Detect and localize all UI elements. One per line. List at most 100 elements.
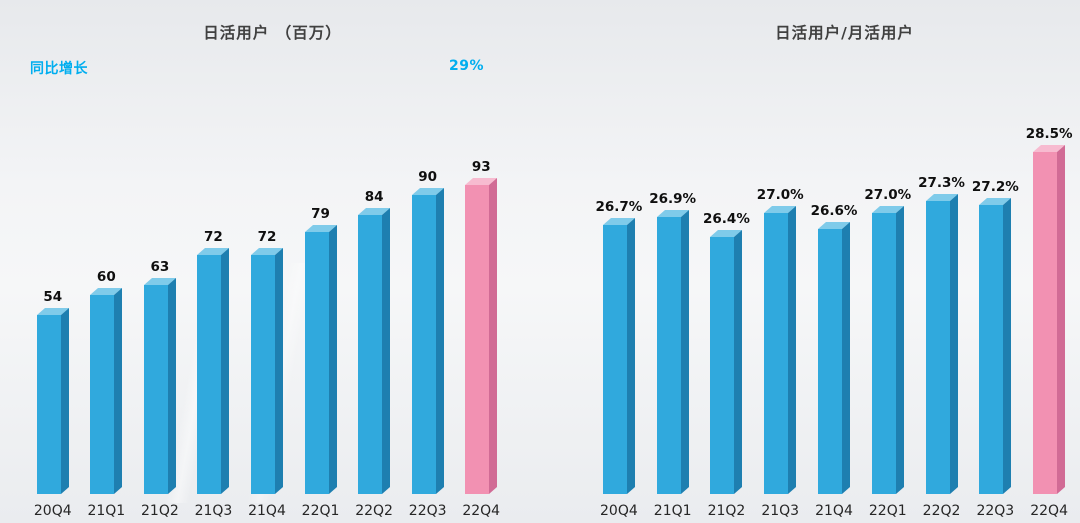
category-label: 22Q2 <box>355 503 393 519</box>
bar-slot: 27.3% <box>915 175 969 494</box>
bar: 72 <box>250 229 283 494</box>
bar-front-face <box>304 232 329 494</box>
category-label: 22Q1 <box>301 503 340 519</box>
bar-side-face <box>895 205 904 494</box>
bar-front-face <box>871 213 896 494</box>
bar-front-face <box>143 285 168 494</box>
category-label: 21Q3 <box>761 503 800 519</box>
ratio-bars-area: 26.7% 26.9% 26.4% 27.0% 26.6% 27.0% 27.3% 27.2%… <box>592 92 1076 494</box>
category-label: 21Q4 <box>815 503 853 519</box>
bar-value-label: 27.0% <box>864 187 912 203</box>
category-label: 21Q2 <box>707 503 746 519</box>
bar-side-face <box>841 221 850 494</box>
bar-front-face <box>411 195 436 494</box>
left-chart-title: 日活用户 （百万） <box>203 24 342 42</box>
bar-side-face <box>788 205 797 494</box>
yoy-growth-label: 同比增长 <box>30 61 88 77</box>
bar-value-label: 27.3% <box>918 175 965 191</box>
bar-slot: 72 <box>187 229 241 494</box>
bar-value-label: 93 <box>471 159 491 175</box>
bar-front-face <box>465 185 490 494</box>
bar: 26.9% <box>649 191 696 494</box>
category-label: 21Q4 <box>248 503 286 519</box>
category-label: 21Q2 <box>141 503 179 519</box>
bar-value-label: 27.2% <box>971 179 1019 195</box>
bar-slot: 90 <box>401 169 455 494</box>
bar-side-face <box>1003 197 1012 494</box>
bar-value-label: 26.4% <box>703 211 750 227</box>
category-label: 22Q3 <box>976 503 1015 519</box>
bar: 27.0% <box>864 187 911 494</box>
bar: 26.4% <box>703 211 750 494</box>
bar-slot: 26.9% <box>646 191 700 494</box>
category-label: 22Q2 <box>922 503 961 519</box>
right-chart-title: 日活用户/月活用户 <box>775 24 914 42</box>
bar: 27.2% <box>972 179 1019 494</box>
yoy-growth-value: 29% <box>449 58 485 74</box>
dau-bar-chart: 54 60 63 72 72 79 84 90 93 20Q4 21Q1 21Q2 21Q3 21Q4 2… <box>26 159 508 519</box>
bar-value-label: 54 <box>43 289 63 305</box>
bar-slot: 93 <box>454 159 508 494</box>
bar: 79 <box>304 206 337 494</box>
bar-slot: 60 <box>80 269 134 494</box>
bar-slot: 79 <box>294 206 348 494</box>
category-label: 22Q1 <box>868 503 907 519</box>
bar-slot: 84 <box>347 189 401 494</box>
bar-highlight: 28.5% <box>1026 126 1073 494</box>
bar-front-face <box>90 295 115 494</box>
bar: 72 <box>197 229 230 494</box>
bar-slot: 63 <box>133 259 187 494</box>
bar: 27.3% <box>918 175 965 494</box>
bar-front-face <box>925 201 950 494</box>
bar-front-face <box>358 215 383 494</box>
bar-side-face <box>114 287 123 494</box>
bar-side-face <box>489 177 498 494</box>
bar-front-face <box>250 255 275 494</box>
bar-value-label: 72 <box>204 229 223 245</box>
category-label: 20Q4 <box>600 503 638 519</box>
bar-front-face <box>979 205 1004 494</box>
bar-side-face <box>167 277 176 494</box>
bar-front-face <box>36 315 61 494</box>
dau-x-axis: 20Q4 21Q1 21Q2 21Q3 21Q4 22Q1 22Q2 22Q3 22Q4 <box>26 503 508 519</box>
bar-value-label: 27.0% <box>756 187 804 203</box>
bar-front-face <box>602 225 627 494</box>
category-label: 21Q1 <box>653 503 692 519</box>
bar-slot: 27.0% <box>861 187 915 494</box>
bar-slot: 27.2% <box>968 179 1022 494</box>
bar-slot: 26.6% <box>807 203 861 494</box>
bar-side-face <box>274 247 283 494</box>
category-label: 22Q3 <box>408 503 447 519</box>
bar-front-face <box>197 255 222 494</box>
bar-slot: 54 <box>26 289 80 494</box>
bar-value-label: 60 <box>96 269 116 285</box>
bar-value-label: 28.5% <box>1025 126 1073 142</box>
bar-front-face <box>710 237 735 494</box>
bar: 84 <box>358 189 391 494</box>
dau-bars-area: 54 60 63 72 72 79 84 90 93 <box>26 159 508 494</box>
ratio-x-axis: 20Q4 21Q1 21Q2 21Q3 21Q4 22Q1 22Q2 22Q3 22Q4 <box>592 503 1076 519</box>
bar-side-face <box>949 193 958 494</box>
bar: 63 <box>143 259 176 494</box>
bar-value-label: 84 <box>364 189 384 205</box>
bar-side-face <box>328 224 337 494</box>
bar-front-face <box>656 217 681 494</box>
bar: 90 <box>411 169 444 494</box>
category-label: 21Q3 <box>194 503 233 519</box>
bar-slot: 26.7% <box>592 199 646 494</box>
bar-slot: 72 <box>240 229 294 494</box>
bar-value-label: 26.9% <box>649 191 697 207</box>
category-label: 20Q4 <box>33 503 72 519</box>
bar-value-label: 79 <box>311 206 330 222</box>
bar-side-face <box>435 187 444 494</box>
dau-mau-ratio-bar-chart: 26.7% 26.9% 26.4% 27.0% 26.6% 27.0% 27.3% 27.2%… <box>592 92 1076 519</box>
bar-value-label: 26.7% <box>595 199 643 215</box>
bar: 27.0% <box>757 187 804 494</box>
bar-slot: 27.0% <box>753 187 807 494</box>
bar-front-face <box>1033 152 1058 494</box>
bar: 26.6% <box>811 203 857 494</box>
bar-value-label: 26.6% <box>810 203 858 219</box>
bar-slot: 28.5% <box>1022 126 1076 494</box>
bar-side-face <box>60 307 69 494</box>
